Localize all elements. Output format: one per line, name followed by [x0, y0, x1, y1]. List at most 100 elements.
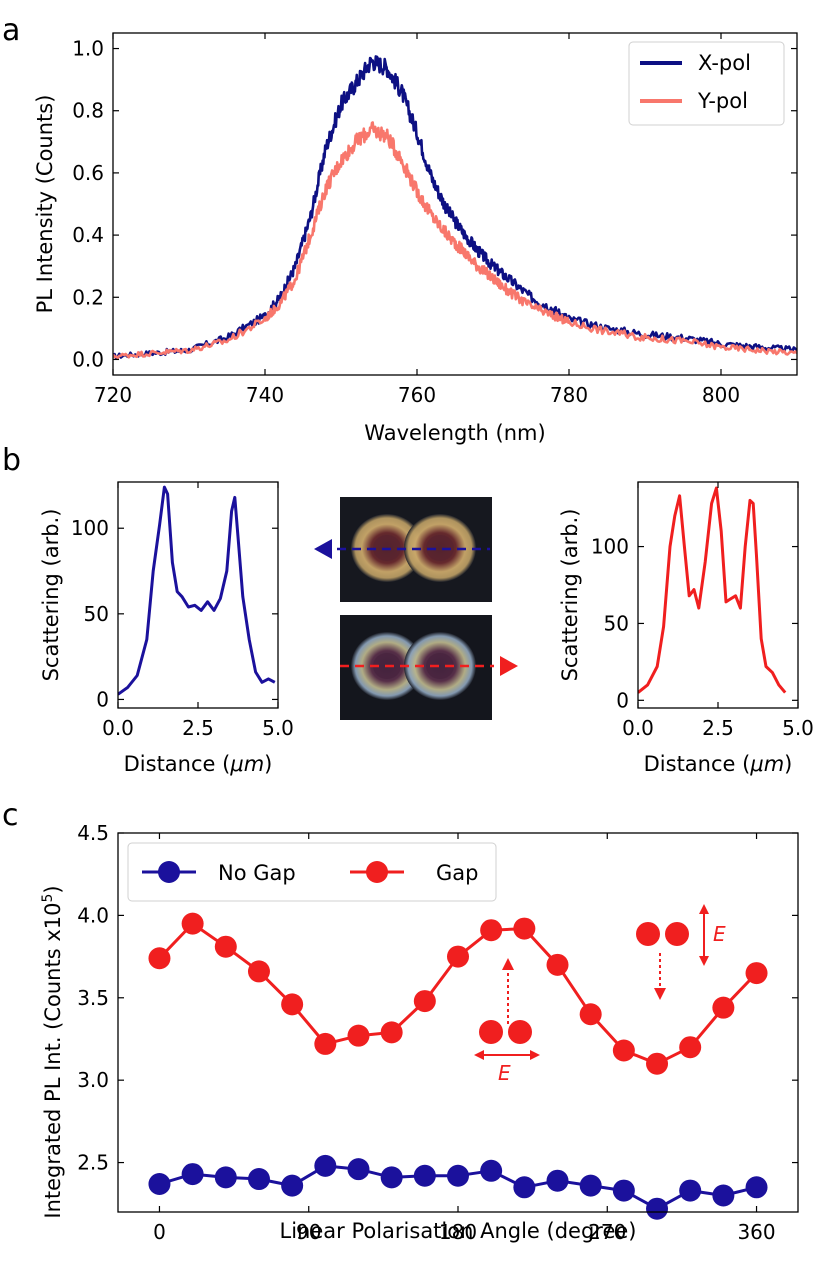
- data-point-gap: [314, 1032, 337, 1055]
- y-tick-label: 2.5: [77, 1151, 109, 1175]
- data-point-gap: [281, 993, 304, 1016]
- chart-c-frame: [117, 832, 799, 1213]
- y-tick-label: 0.8: [72, 99, 104, 123]
- data-point-no-gap: [214, 1166, 237, 1189]
- chart-c-legend: No Gap Gap: [127, 842, 497, 902]
- data-point-no-gap: [413, 1164, 436, 1187]
- data-point-no-gap: [314, 1154, 337, 1177]
- data-point-gap: [413, 990, 436, 1013]
- panel-label-a: a: [2, 13, 20, 48]
- arrow-right-icon: [500, 656, 518, 676]
- y-tick-label: 0: [96, 687, 109, 711]
- x-tick-label: 760: [398, 383, 436, 407]
- x-tick-label: 270: [588, 1220, 626, 1244]
- legend-label-xpol: X-pol: [698, 51, 751, 75]
- y-tick-label: 100: [591, 535, 629, 559]
- chart-b-left-frame: [117, 481, 279, 709]
- y-tick-label: 0.2: [72, 285, 104, 309]
- chart-a: 720 740 760 780 800 0.0 0.2 0.4 0.6 0.8 1.0 Wavele…: [33, 32, 798, 445]
- data-point-gap: [247, 960, 270, 983]
- data-point-gap: [679, 1036, 702, 1059]
- data-point-gap: [480, 919, 503, 942]
- dark-field-images: [314, 497, 518, 720]
- chart-b-right-xlabel: Distance (μm): [644, 752, 793, 776]
- x-tick-label: 720: [94, 383, 132, 407]
- panel-label-c: c: [2, 798, 19, 833]
- dark-field-image-bottom: [340, 615, 518, 720]
- x-tick-label: 0: [153, 1220, 166, 1244]
- y-tick-label: 0.6: [72, 161, 104, 185]
- data-point-gap: [513, 917, 536, 940]
- arrow-up-icon: [699, 904, 709, 914]
- data-point-no-gap: [646, 1197, 669, 1220]
- legend-marker-nogap: [158, 861, 180, 883]
- data-point-no-gap: [181, 1163, 204, 1186]
- legend-label-gap: Gap: [436, 861, 478, 885]
- data-point-no-gap: [281, 1174, 304, 1197]
- y-tick-label: 0.0: [72, 347, 104, 371]
- y-tick-label: 3.0: [77, 1068, 109, 1092]
- x-tick-label: 360: [737, 1220, 775, 1244]
- particle-icon: [636, 922, 660, 946]
- arrow-right-icon: [530, 1050, 540, 1060]
- data-point-gap: [148, 947, 171, 970]
- chart-a-ylabel: PL Intensity (Counts): [33, 95, 57, 314]
- y-tick-label: 4.5: [77, 821, 109, 845]
- series-line-x-pol: [113, 55, 797, 360]
- chart-b-left-ylabel: Scattering (arb.): [39, 509, 63, 682]
- data-point-no-gap: [745, 1176, 768, 1199]
- y-tick-label: 4.0: [77, 903, 109, 927]
- data-point-gap: [712, 996, 735, 1019]
- x-tick-label: 740: [246, 383, 284, 407]
- data-point-no-gap: [380, 1166, 403, 1189]
- particle-icon: [508, 1020, 532, 1044]
- data-point-no-gap: [513, 1176, 536, 1199]
- data-point-gap: [214, 935, 237, 958]
- series-line-y-pol: [113, 121, 797, 360]
- legend-label-ypol: Y-pol: [697, 89, 748, 113]
- y-tick-label: 3.5: [77, 986, 109, 1010]
- data-point-gap: [579, 1003, 602, 1026]
- panel-label-b: b: [2, 443, 21, 478]
- chart-a-xlabel: Wavelength (nm): [364, 421, 545, 445]
- x-tick-label: 2.5: [182, 716, 214, 740]
- legend-label-nogap: No Gap: [218, 861, 296, 885]
- arrow-left-icon: [314, 539, 332, 559]
- data-point-no-gap: [679, 1179, 702, 1202]
- y-tick-label: 100: [71, 516, 109, 540]
- x-tick-label: 800: [702, 383, 740, 407]
- particle-icon: [479, 1020, 503, 1044]
- arrow-up-icon: [502, 958, 514, 970]
- chart-a-legend: X-pol Y-pol: [628, 41, 785, 126]
- data-point-no-gap: [480, 1159, 503, 1182]
- data-point-gap: [612, 1039, 635, 1062]
- field-label-e: E: [498, 1061, 511, 1085]
- y-tick-label: 1.0: [72, 37, 104, 61]
- x-tick-label: 5.0: [782, 716, 814, 740]
- data-point-gap: [380, 1021, 403, 1044]
- data-point-no-gap: [148, 1172, 171, 1195]
- chart-a-frame: [112, 32, 798, 376]
- x-tick-label: 0.0: [102, 716, 134, 740]
- arrow-left-icon: [474, 1050, 484, 1060]
- x-tick-label: 780: [550, 383, 588, 407]
- particle-icon: [665, 922, 689, 946]
- series-line-gap: [158, 922, 758, 1066]
- dimer-vertical-annotation: E: [636, 904, 726, 1000]
- data-point-gap: [745, 962, 768, 985]
- x-tick-label: 2.5: [702, 716, 734, 740]
- data-point-no-gap: [546, 1169, 569, 1192]
- field-label-e: E: [713, 922, 726, 946]
- data-point-no-gap: [247, 1168, 270, 1191]
- chart-b-right-ylabel: Scattering (arb.): [558, 509, 582, 682]
- x-tick-label: 180: [439, 1220, 477, 1244]
- y-tick-label: 0: [616, 688, 629, 712]
- y-tick-label: 0.4: [72, 223, 104, 247]
- data-point-gap: [447, 945, 469, 968]
- data-point-no-gap: [612, 1179, 635, 1202]
- data-point-no-gap: [579, 1174, 602, 1197]
- data-point-gap: [546, 953, 569, 976]
- data-point-gap: [347, 1024, 370, 1047]
- data-point-gap: [646, 1052, 669, 1075]
